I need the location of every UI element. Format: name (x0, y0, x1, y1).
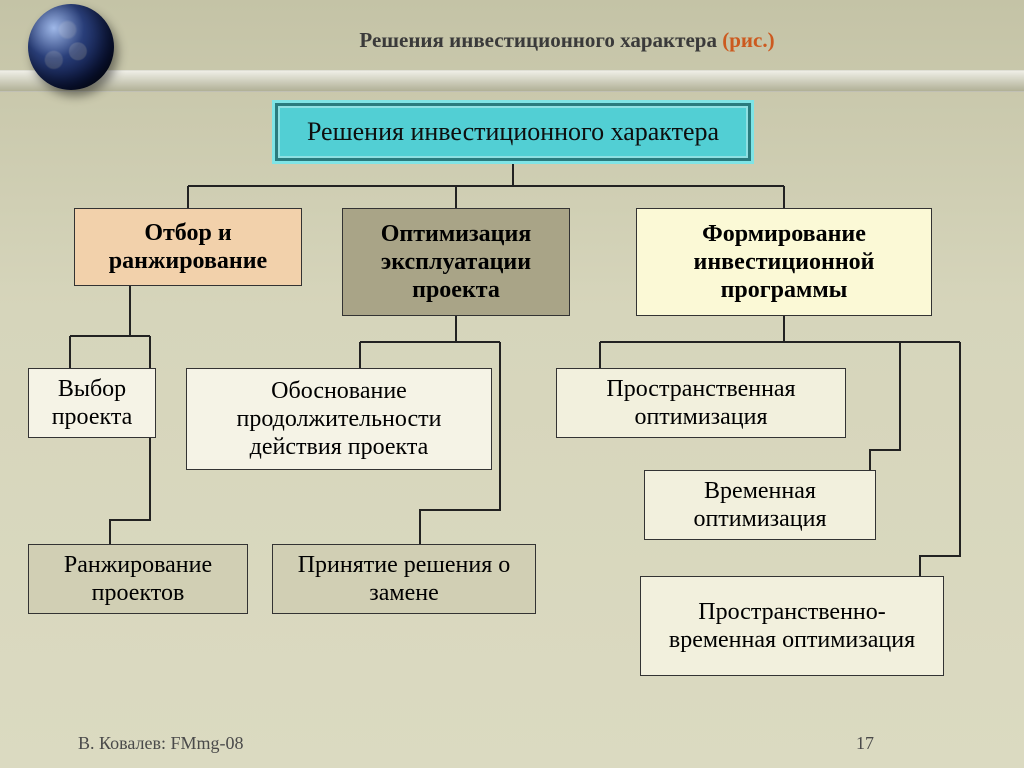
branch-3-box: Формирование инвестиционной программы (636, 208, 932, 316)
branch-2-box: Оптимизация эксплуатации проекта (342, 208, 570, 316)
branch-1-leaf-2: Ранжирование проектов (28, 544, 248, 614)
connector-segment (920, 342, 960, 576)
branch-1-box: Отбор и ранжирование (74, 208, 302, 286)
branch-2-leaf-2: Принятие решения о замене (272, 544, 536, 614)
footer-page: 17 (856, 733, 874, 754)
branch-3-leaf-2: Временная оптимизация (644, 470, 876, 540)
branch-1-leaf-1: Выбор проекта (28, 368, 156, 438)
branch-3-leaf-1: Пространственная оптимизация (556, 368, 846, 438)
footer-author: В. Ковалев: FMmg-08 (78, 733, 244, 754)
branch-2-leaf-1: Обоснование продолжительности действия п… (186, 368, 492, 470)
branch-3-leaf-3: Пространственно-временная оптимизация (640, 576, 944, 676)
root-box: Решения инвестиционного характера (278, 106, 748, 158)
connector-segment (870, 342, 900, 470)
